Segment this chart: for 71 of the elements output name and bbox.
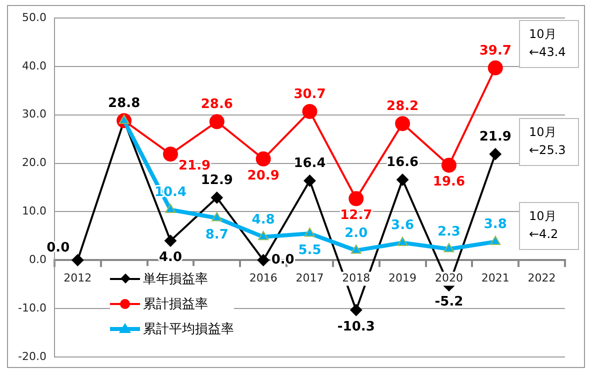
point <box>256 151 271 166</box>
y-tick-label: -20.0 <box>18 350 46 363</box>
point <box>488 60 503 76</box>
point <box>444 243 454 252</box>
data-label: 21.9 <box>178 158 211 174</box>
point <box>258 230 269 240</box>
data-label: 0.0 <box>271 252 294 268</box>
x-tick-label: 2018 <box>342 272 370 285</box>
point <box>441 158 456 173</box>
annotation: 10月 ←4.2 <box>519 202 579 250</box>
x-tick-label: 2021 <box>481 272 510 285</box>
legend-label: 単年損益率 <box>143 270 208 288</box>
data-label: 8.7 <box>205 227 228 242</box>
data-label: 30.7 <box>294 86 326 102</box>
point <box>397 236 408 246</box>
y-tick-label: 50.0 <box>22 10 46 24</box>
y-tick-label: 20.0 <box>22 156 46 170</box>
annotation: 10月 ←25.3 <box>519 118 579 166</box>
y-tick-label: 30.0 <box>22 108 46 121</box>
point <box>257 254 270 266</box>
annotation: 10月 ←43.4 <box>519 20 579 68</box>
data-label: 39.7 <box>479 43 512 58</box>
x-tick-label: 2016 <box>249 272 278 285</box>
data-label: 4.0 <box>158 250 182 266</box>
point <box>304 174 316 187</box>
point <box>212 212 222 222</box>
y-tick-label: -10.0 <box>18 301 46 314</box>
data-label: -10.3 <box>337 319 375 334</box>
x-tick-label: 2012 <box>64 272 92 285</box>
y-tick-label: 10.0 <box>22 204 46 218</box>
x-tick-label: 2022 <box>528 272 556 285</box>
point <box>72 254 84 266</box>
point <box>164 234 176 247</box>
y-tick-label: 0.0 <box>28 253 46 266</box>
data-label: 12.7 <box>340 208 372 224</box>
point <box>302 104 318 119</box>
y-tick-label: 40.0 <box>22 59 46 72</box>
point <box>395 116 410 132</box>
data-label: 19.6 <box>432 174 466 190</box>
legend-label: 累計平均損益率 <box>143 320 234 338</box>
data-label: 28.8 <box>108 96 140 112</box>
data-label: 16.4 <box>294 156 326 172</box>
data-label: 4.8 <box>252 212 275 228</box>
point <box>490 236 501 245</box>
data-label: 2.0 <box>344 226 368 241</box>
data-label: 20.9 <box>247 168 280 184</box>
data-label: 28.6 <box>200 97 233 112</box>
point <box>348 191 364 206</box>
x-tick-label: 2019 <box>388 272 417 285</box>
point <box>350 304 362 316</box>
point <box>350 244 362 254</box>
data-label: 28.2 <box>386 98 419 114</box>
point <box>165 204 176 214</box>
point <box>396 174 409 186</box>
data-label: 0.0 <box>46 240 70 256</box>
x-tick-label: 2020 <box>434 272 463 285</box>
point <box>162 146 178 162</box>
point <box>209 114 224 130</box>
data-label: 3.6 <box>391 218 414 234</box>
x-tick-label: 2017 <box>296 272 324 285</box>
data-label: 12.9 <box>200 173 233 188</box>
point <box>304 228 315 237</box>
data-label: 2.3 <box>437 224 460 240</box>
data-label: 21.9 <box>479 129 512 144</box>
data-label: -5.2 <box>434 294 464 310</box>
point <box>210 192 223 204</box>
data-label: 16.6 <box>386 155 419 170</box>
data-label: 3.8 <box>484 217 507 232</box>
data-label: 5.5 <box>298 242 322 258</box>
legend-label: 累計損益率 <box>143 296 208 312</box>
point <box>489 148 502 160</box>
